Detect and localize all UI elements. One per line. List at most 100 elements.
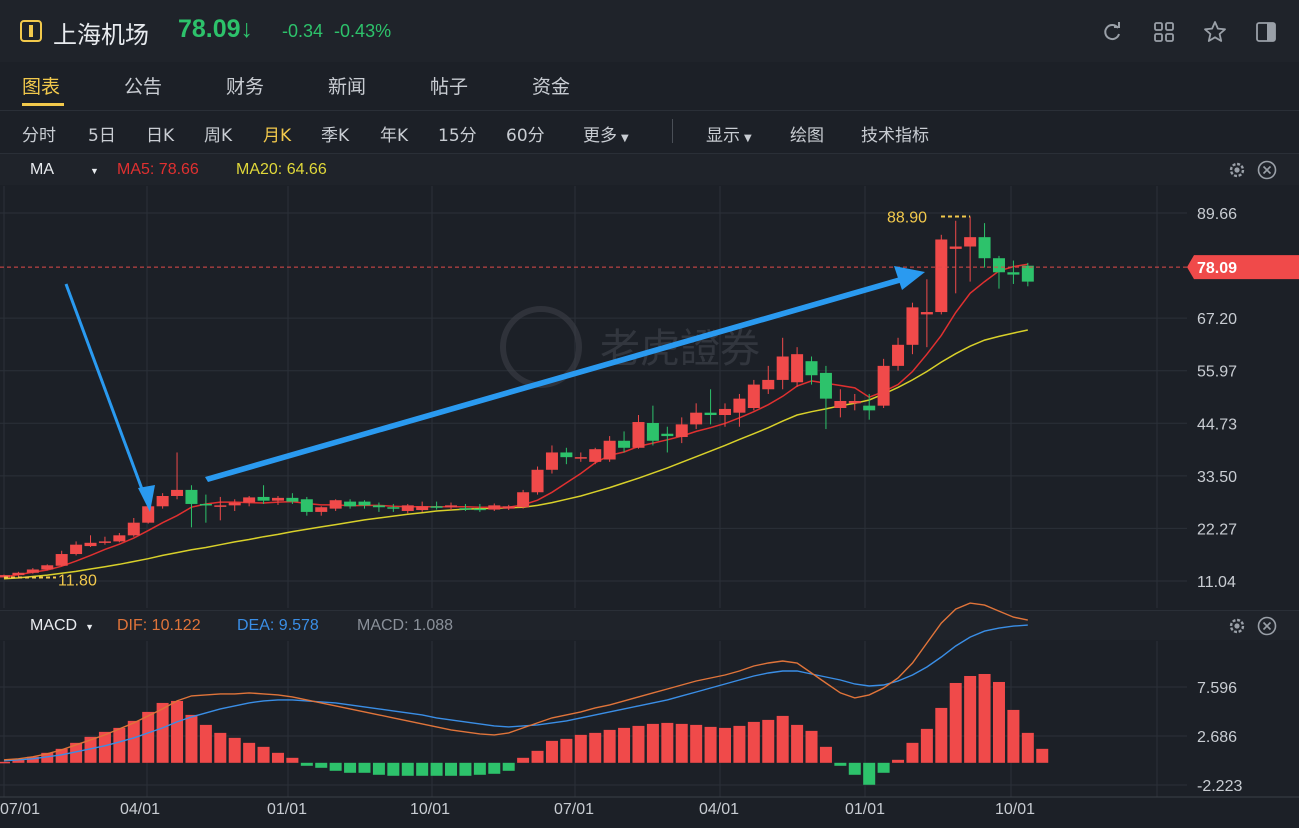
macd-indicator-selector[interactable]: MACD ▼ bbox=[30, 617, 94, 635]
grid-layout-icon[interactable] bbox=[1153, 21, 1175, 43]
refresh-icon[interactable] bbox=[1101, 21, 1123, 43]
macd-bar-positive bbox=[41, 752, 54, 763]
candle-up bbox=[401, 505, 414, 511]
close-circle-icon[interactable] bbox=[1257, 616, 1277, 636]
candle-up bbox=[545, 452, 558, 470]
candle-up bbox=[171, 489, 184, 496]
candle-down bbox=[863, 405, 876, 411]
period-15min[interactable]: 15分 bbox=[438, 126, 477, 146]
macd-bar-negative bbox=[300, 762, 313, 766]
macd-bar-positive bbox=[228, 737, 241, 763]
macd-bar-negative bbox=[401, 762, 414, 776]
period-yearly[interactable]: 年K bbox=[380, 126, 409, 146]
macd-bar-positive bbox=[776, 715, 789, 763]
main-indicator-selector[interactable]: MA ▼ bbox=[30, 161, 99, 179]
period-monthly[interactable]: 月K bbox=[263, 126, 292, 146]
close-circle-icon[interactable] bbox=[1257, 160, 1277, 180]
candle-down bbox=[257, 496, 270, 501]
candle-up bbox=[329, 500, 342, 509]
macd-bar-negative bbox=[502, 762, 515, 771]
macd-bar-negative bbox=[344, 762, 357, 773]
candle-up bbox=[98, 541, 111, 543]
macd-bar-negative bbox=[834, 762, 847, 766]
candle-down bbox=[805, 361, 818, 376]
dif-value: DIF: 10.122 bbox=[117, 617, 201, 634]
display-label: 显示 bbox=[706, 126, 740, 146]
candle-up bbox=[675, 424, 688, 438]
candle-up bbox=[488, 505, 501, 510]
macd-bar-positive bbox=[675, 723, 688, 763]
candle-up bbox=[41, 565, 54, 570]
tab-chart[interactable]: 图表 bbox=[22, 76, 61, 98]
caret-down-icon: ▼ bbox=[90, 166, 99, 176]
candle-up bbox=[747, 384, 760, 408]
date-axis-tick-label: 04/01 bbox=[699, 801, 739, 818]
star-icon[interactable] bbox=[1203, 20, 1227, 44]
macd-bar-negative bbox=[848, 762, 861, 775]
macd-bar-positive bbox=[171, 700, 184, 763]
macd-axis-tick-label: 7.596 bbox=[1197, 680, 1237, 697]
period-daily[interactable]: 日K bbox=[146, 126, 175, 146]
macd-bar-positive bbox=[819, 746, 832, 763]
candle-down bbox=[1021, 265, 1034, 282]
macd-bar-positive bbox=[113, 727, 126, 763]
price-axis-tick-label: 67.20 bbox=[1197, 311, 1237, 328]
candle-up bbox=[416, 506, 429, 511]
candle-up bbox=[70, 544, 83, 555]
macd-bar-positive bbox=[26, 756, 39, 763]
candle-up bbox=[214, 505, 227, 507]
tab-financials[interactable]: 财务 bbox=[226, 76, 265, 98]
macd-bar-positive bbox=[98, 731, 111, 763]
macd-bar-positive bbox=[199, 724, 212, 763]
candle-up bbox=[156, 495, 169, 507]
price-axis-tick-label: 44.73 bbox=[1197, 416, 1237, 433]
macd-bar-positive bbox=[632, 725, 645, 763]
macd-bar-positive bbox=[690, 724, 703, 763]
period-60min[interactable]: 60分 bbox=[506, 126, 545, 146]
candle-down bbox=[372, 505, 385, 508]
candle-up bbox=[776, 356, 789, 380]
sidebar-toggle-icon[interactable] bbox=[1255, 21, 1277, 43]
candle-up bbox=[271, 497, 284, 501]
macd-bar-negative bbox=[488, 762, 501, 774]
ma20-line bbox=[3, 329, 1028, 580]
macd-axis-tick-label: -2.223 bbox=[1197, 778, 1242, 795]
macd-bar-positive bbox=[949, 682, 962, 763]
period-quarterly[interactable]: 季K bbox=[321, 126, 350, 146]
period-intraday[interactable]: 分时 bbox=[22, 126, 56, 146]
price-axis-tick-label: 55.97 bbox=[1197, 364, 1237, 381]
stock-name: 上海机场 bbox=[53, 21, 149, 49]
arrow-head-icon bbox=[138, 485, 155, 512]
candle-up bbox=[55, 554, 68, 566]
macd-bar-positive bbox=[661, 722, 674, 763]
stock-header: 上海机场 78.09↓ -0.34 -0.43% bbox=[0, 0, 1299, 62]
date-axis-tick-label: 10/01 bbox=[410, 801, 450, 818]
draw-button[interactable]: 绘图 bbox=[790, 126, 824, 146]
candle-down bbox=[286, 497, 299, 502]
macd-bar-positive bbox=[257, 746, 270, 763]
date-axis-tick-label: 01/01 bbox=[845, 801, 885, 818]
period-5day[interactable]: 5日 bbox=[88, 126, 116, 146]
indicators-button[interactable]: 技术指标 bbox=[861, 126, 929, 146]
toolbar-divider bbox=[672, 119, 673, 143]
macd-bar-negative bbox=[430, 762, 443, 776]
more-periods-dropdown[interactable]: 更多 ▼ bbox=[583, 121, 629, 146]
price-axis-tick-label: 89.66 bbox=[1197, 206, 1237, 223]
candle-down bbox=[459, 508, 472, 510]
candle-down bbox=[185, 489, 198, 504]
settings-gear-icon[interactable] bbox=[1226, 615, 1248, 637]
tab-capital-flow[interactable]: 资金 bbox=[532, 76, 571, 98]
tab-announcements[interactable]: 公告 bbox=[124, 76, 163, 98]
candle-down bbox=[646, 422, 659, 441]
tab-news[interactable]: 新闻 bbox=[328, 76, 367, 98]
period-weekly[interactable]: 周K bbox=[204, 126, 233, 146]
tab-posts[interactable]: 帖子 bbox=[430, 76, 469, 98]
more-label: 更多 bbox=[583, 126, 617, 146]
macd-bar-positive bbox=[646, 723, 659, 763]
current-price-label: 78.09 bbox=[1197, 260, 1237, 277]
settings-gear-icon[interactable] bbox=[1226, 159, 1248, 181]
macd-bar-positive bbox=[603, 729, 616, 763]
candle-up bbox=[892, 344, 905, 366]
display-dropdown[interactable]: 显示 ▼ bbox=[706, 121, 752, 146]
